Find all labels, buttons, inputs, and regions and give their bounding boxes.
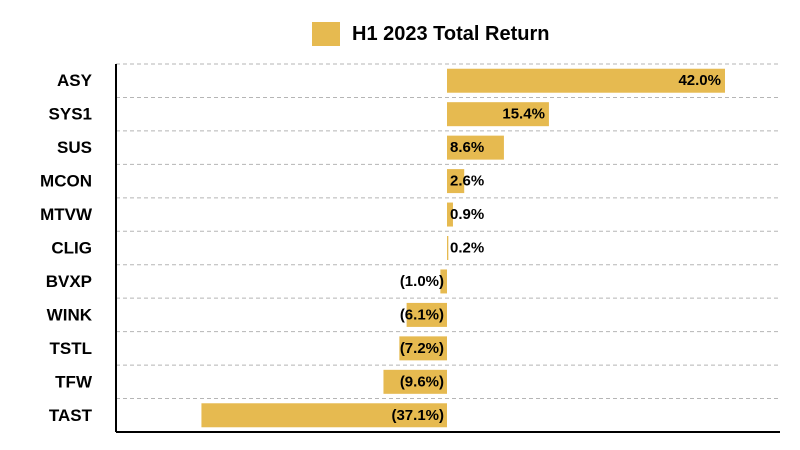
bar-mcon <box>447 169 465 194</box>
category-label: MCON <box>40 172 92 191</box>
bar-wink <box>406 302 447 327</box>
bar-bvxp <box>440 269 447 294</box>
data-label: (1.0%) <box>400 273 444 290</box>
category-label: SUS <box>57 138 92 157</box>
data-label: (7.2%) <box>400 340 444 357</box>
bar-tast <box>201 403 447 428</box>
category-label: TSTL <box>50 339 93 358</box>
data-label: (37.1%) <box>391 407 444 424</box>
category-label: ASY <box>57 71 93 90</box>
chart-legend: H1 2023 Total Return <box>312 20 549 48</box>
data-label: 2.6% <box>450 173 484 190</box>
category-label: SYS1 <box>49 105 92 124</box>
category-label: WINK <box>47 305 93 324</box>
data-label: 42.0% <box>678 72 721 89</box>
category-label: CLIG <box>51 239 92 258</box>
category-label: MTVW <box>40 205 93 224</box>
bar-sys1 <box>447 102 549 127</box>
data-label: 8.6% <box>450 139 484 156</box>
bar-tfw <box>383 369 447 394</box>
bar-mtvw <box>447 202 453 227</box>
category-label: TFW <box>55 372 93 391</box>
bar-sus <box>447 135 504 160</box>
data-label: 15.4% <box>502 106 545 123</box>
category-label: BVXP <box>46 272 92 291</box>
data-label: (6.1%) <box>400 306 444 323</box>
data-label: 0.2% <box>450 240 484 257</box>
bar-asy <box>447 68 725 93</box>
data-label: (9.6%) <box>400 373 444 390</box>
legend-label: H1 2023 Total Return <box>352 22 550 45</box>
legend-swatch <box>312 22 340 46</box>
bar-tstl <box>399 336 447 361</box>
bar-clig <box>447 236 449 260</box>
category-label: TAST <box>49 406 93 425</box>
data-label: 0.9% <box>450 206 484 223</box>
